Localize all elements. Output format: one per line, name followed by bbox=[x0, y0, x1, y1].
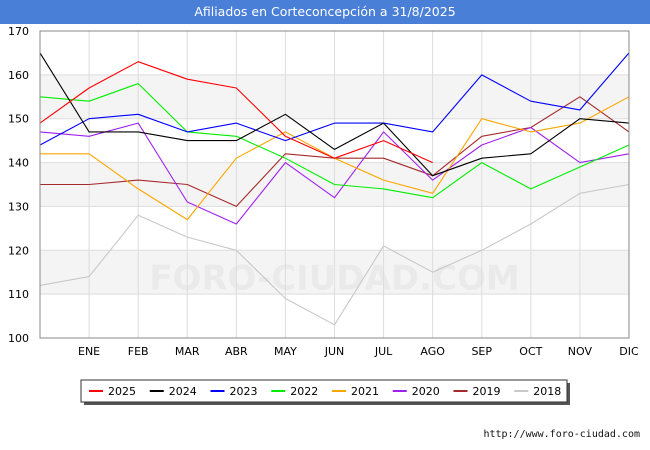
series-line-2022 bbox=[39, 83, 630, 199]
y-tick-label: 150 bbox=[8, 113, 29, 126]
x-tick-label: NOV bbox=[568, 345, 593, 358]
legend-label: 2022 bbox=[290, 385, 318, 398]
x-tick-label: FEB bbox=[128, 345, 149, 358]
x-tick-label: JUL bbox=[374, 345, 393, 358]
legend: 2025 2024 2023 2022 2021 2020 2019 2018 bbox=[80, 379, 570, 405]
x-tick-label: MAY bbox=[274, 345, 297, 358]
y-tick-label: 130 bbox=[8, 200, 29, 213]
x-tick-label: SEP bbox=[471, 345, 492, 358]
legend-box bbox=[80, 379, 568, 403]
legend-label: 2023 bbox=[230, 385, 258, 398]
x-tick-label: OCT bbox=[519, 345, 542, 358]
x-tick-label: ABR bbox=[225, 345, 248, 358]
source-url[interactable]: http://www.foro-ciudad.com bbox=[483, 429, 640, 440]
legend-label: 2018 bbox=[533, 385, 561, 398]
chart-title: Afiliados en Corteconcepción a 31/8/2025 bbox=[0, 0, 650, 24]
legend-label: 2025 bbox=[108, 385, 136, 398]
x-tick-label: JUN bbox=[324, 345, 345, 358]
legend-label: 2021 bbox=[351, 385, 379, 398]
plot-border bbox=[39, 30, 630, 339]
y-tick-label: 120 bbox=[8, 244, 29, 257]
y-tick-label: 100 bbox=[8, 332, 29, 345]
series-line-2025 bbox=[39, 61, 433, 164]
x-tick-label: ENE bbox=[78, 345, 100, 358]
x-axis-ticks: ENE FEB MAR ABR MAY JUN JUL AGO SEP OCT NOV DIC bbox=[78, 345, 639, 358]
series-line-2024 bbox=[39, 52, 630, 177]
series-line-2023 bbox=[39, 52, 630, 146]
x-tick-label: MAR bbox=[175, 345, 200, 358]
y-tick-label: 170 bbox=[8, 25, 29, 38]
x-tick-label: AGO bbox=[420, 345, 445, 358]
y-tick-label: 160 bbox=[8, 69, 29, 82]
y-tick-label: 140 bbox=[8, 157, 29, 170]
series-line-2020 bbox=[39, 122, 630, 225]
x-tick-label: DIC bbox=[619, 345, 639, 358]
legend-label: 2020 bbox=[412, 385, 440, 398]
legend-label: 2024 bbox=[169, 385, 197, 398]
series-line-2018 bbox=[39, 183, 630, 326]
legend-label: 2019 bbox=[473, 385, 501, 398]
series-lines bbox=[39, 52, 630, 326]
y-tick-label: 110 bbox=[8, 288, 29, 301]
plot-frame bbox=[39, 30, 630, 339]
y-axis-ticks: 100 110 120 130 140 150 160 170 bbox=[8, 25, 29, 345]
